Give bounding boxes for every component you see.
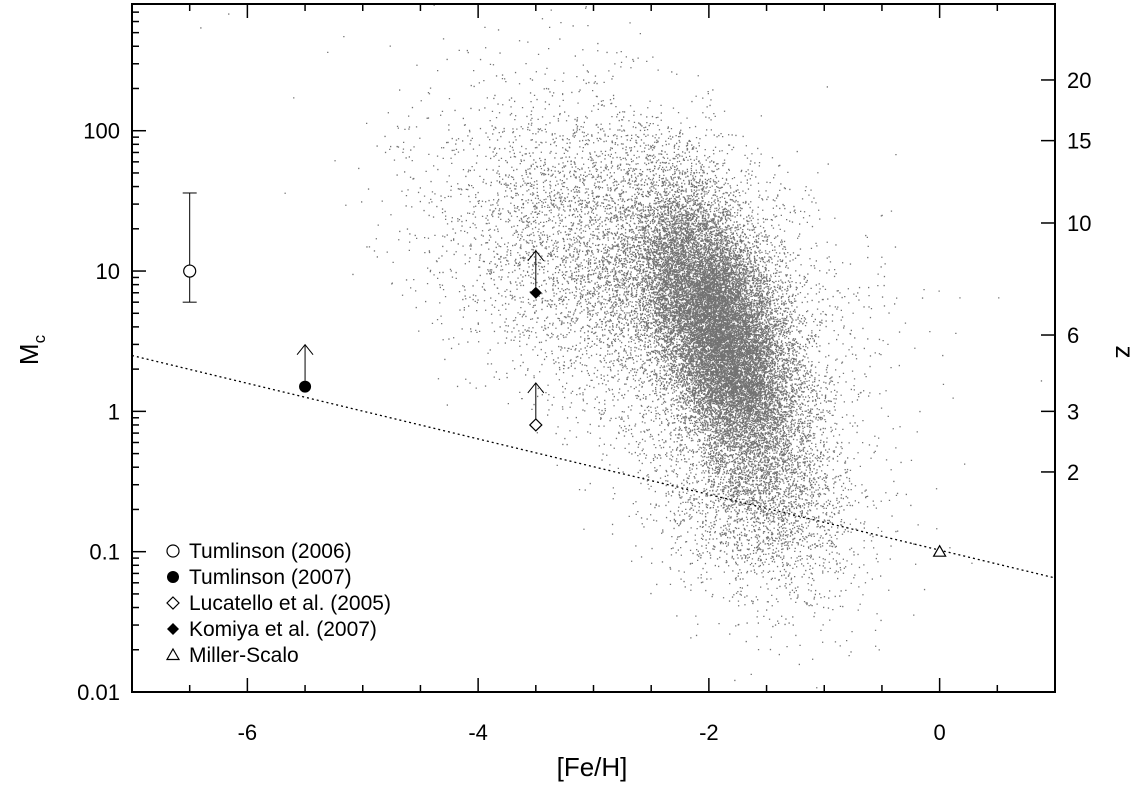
filled-circle-marker (167, 571, 179, 583)
data-point (296, 343, 314, 393)
legend-label: Komiya et al. (2007) (189, 618, 377, 641)
y-tick-label: 1 (108, 399, 120, 424)
dotted-line (131, 354, 1056, 579)
limit-arrow-head (527, 382, 545, 394)
legend-item: Lucatello et al. (2005) (166, 592, 391, 615)
legend-label: Miller-Scalo (189, 644, 299, 667)
x-tick-label: -6 (238, 720, 258, 745)
open-triangle-marker (165, 647, 181, 661)
legend-label: Lucatello et al. (2005) (189, 592, 391, 615)
legend-label: Tumlinson (2007) (189, 566, 352, 589)
z-tick-label: 20 (1067, 68, 1091, 93)
z-tick-label: 10 (1067, 211, 1091, 236)
filled-circle-marker (299, 380, 312, 393)
limit-arrow-head (527, 249, 545, 262)
y-tick-label: 10 (96, 259, 120, 284)
axis-ticks (131, 3, 1056, 693)
open-diamond-marker (166, 596, 180, 610)
dotted-trend-line (131, 354, 1056, 579)
tick-labels: -6 -4 -2 0 0.01 0.1 1 10 100 2 3 6 10 15 20 (77, 68, 1091, 745)
y-axis-title-subscript: c (30, 334, 49, 343)
z-tick-label: 6 (1067, 323, 1079, 348)
x-tick-label: 0 (934, 720, 946, 745)
z-tick-label: 15 (1067, 129, 1091, 154)
open-diamond-marker (528, 418, 543, 432)
legend-item: Tumlinson (2006) (166, 540, 352, 563)
z-tick-label: 2 (1067, 460, 1079, 485)
scatter-cloud (200, 4, 1043, 689)
x-tick-label: -2 (699, 720, 719, 745)
y-tick-label: 0.1 (89, 540, 120, 565)
x-tick-label: -4 (468, 720, 488, 745)
legend: Tumlinson (2006) Tumlinson (2007) Lucatell… (165, 540, 391, 667)
open-circle-marker (183, 264, 197, 278)
limit-arrow-head (296, 343, 314, 355)
filled-diamond-marker (529, 286, 542, 299)
cloud-points (200, 4, 1043, 689)
legend-item: Miller-Scalo (165, 644, 299, 667)
legend-item: Tumlinson (2007) (167, 566, 352, 589)
y-tick-label: 100 (83, 119, 120, 144)
x-axis-title: [Fe/H] (557, 752, 628, 782)
y-axis-title-main: M (14, 343, 44, 365)
filled-diamond-marker (167, 623, 179, 635)
y-tick-label: 0.01 (77, 680, 120, 705)
data-point (527, 249, 545, 299)
z-axis-title: z (1110, 346, 1139, 359)
z-tick-label: 3 (1067, 399, 1079, 424)
y-axis-title: Mc (14, 334, 49, 365)
data-point (527, 382, 545, 432)
data-points (182, 192, 947, 557)
open-triangle-marker (932, 544, 947, 557)
data-point (932, 544, 947, 557)
open-circle-marker (166, 544, 180, 558)
legend-item: Komiya et al. (2007) (167, 618, 377, 641)
legend-label: Tumlinson (2006) (189, 540, 352, 563)
data-point (182, 192, 197, 303)
